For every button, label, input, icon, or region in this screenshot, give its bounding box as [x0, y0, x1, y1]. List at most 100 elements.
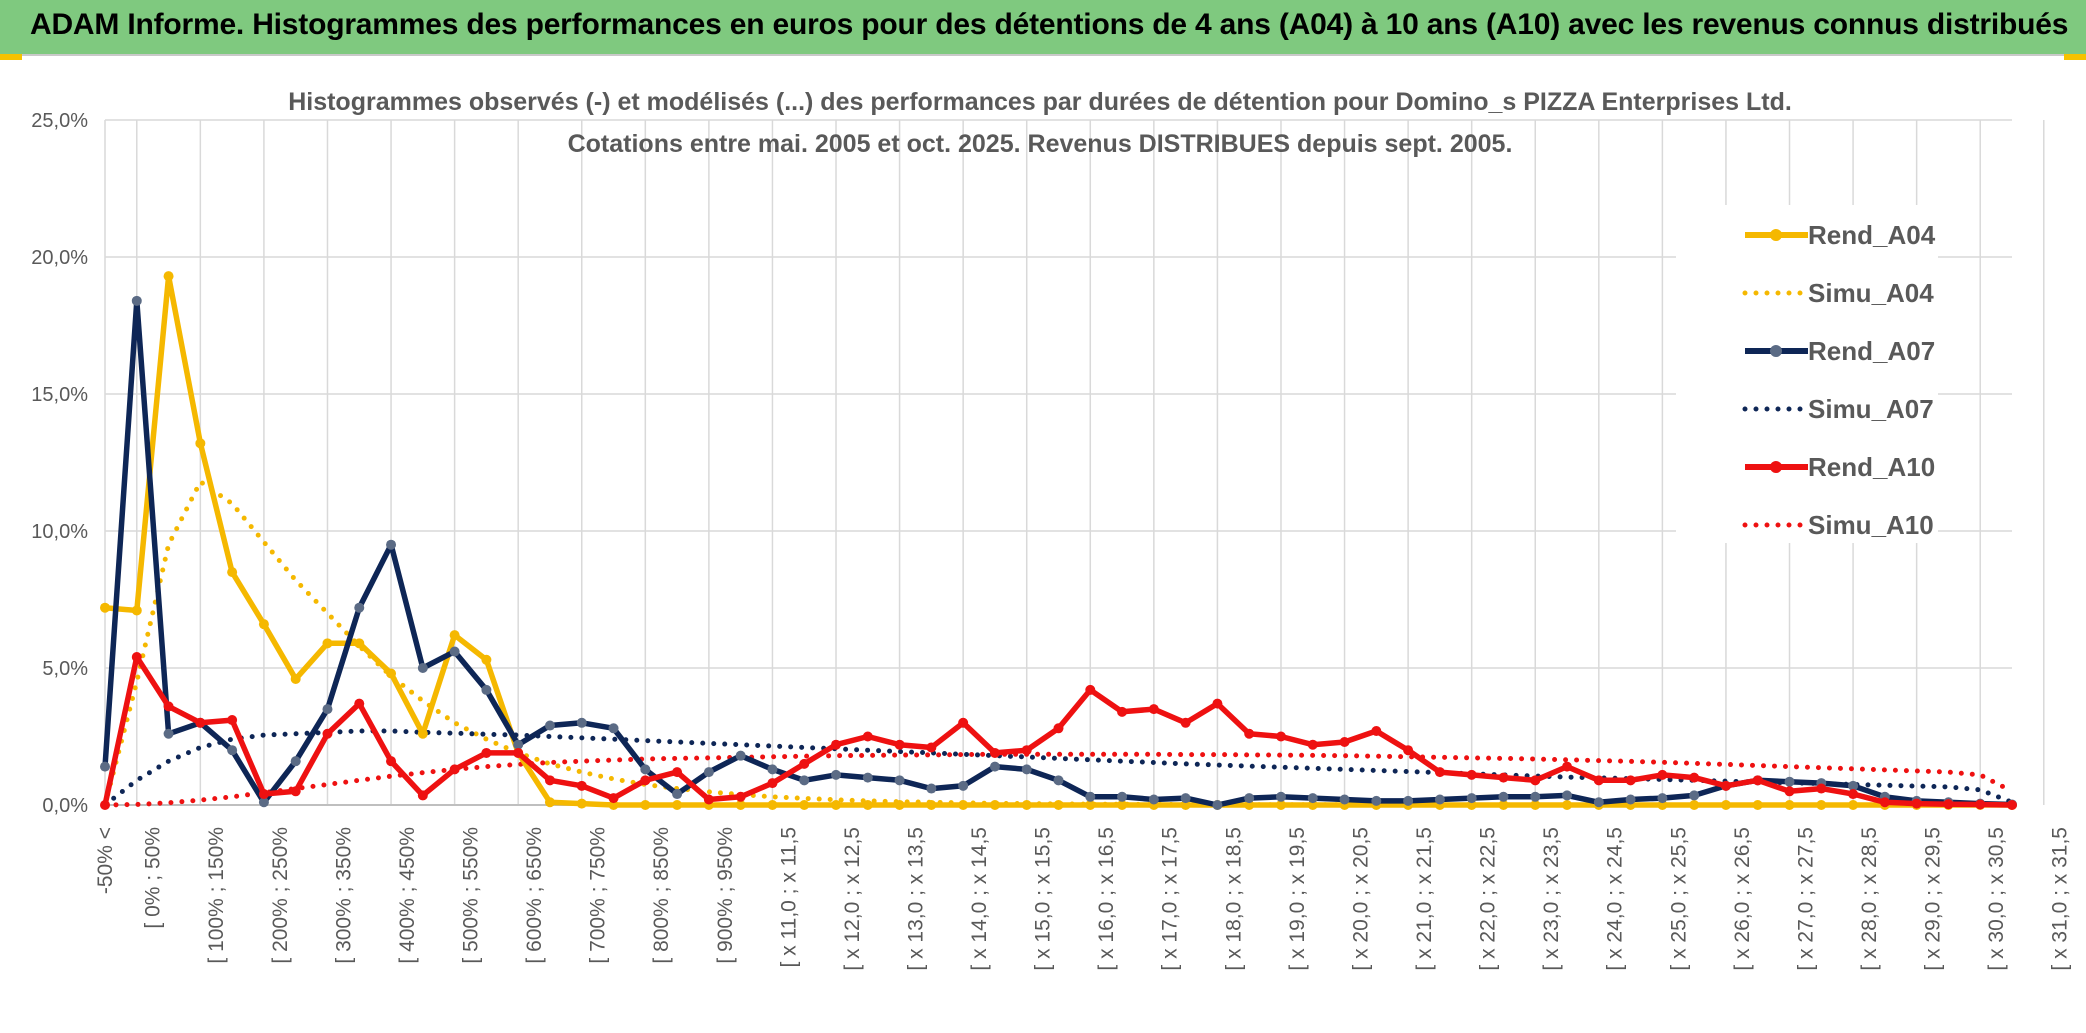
- data-point-rend_a10: [1816, 783, 1827, 794]
- data-point-rend_a10: [290, 786, 301, 797]
- data-point-rend_a07: [1148, 794, 1159, 805]
- x-tick-label: [ x 24,0 ; x 24,5: [1604, 827, 1627, 971]
- x-tick-label: [ 600% ; 650%: [523, 827, 546, 964]
- data-point-rend_a07: [513, 739, 524, 750]
- data-point-rend_a04: [1085, 800, 1096, 810]
- data-point-rend_a07: [386, 539, 397, 550]
- data-point-rend_a07: [1371, 795, 1382, 806]
- x-tick-label: [ 500% ; 550%: [460, 827, 483, 964]
- data-point-rend_a04: [1180, 800, 1191, 810]
- data-point-rend_a04: [926, 800, 937, 810]
- data-point-rend_a10: [1848, 789, 1859, 800]
- legend-label-rend_a04: Rend_A04: [1808, 220, 1936, 250]
- legend-marker-rend_a07: [1770, 345, 1782, 357]
- y-tick-label: 10,0%: [31, 521, 88, 543]
- data-point-rend_a04: [1021, 800, 1032, 810]
- data-point-rend_a10: [1975, 799, 1986, 810]
- data-point-rend_a10: [1371, 726, 1382, 737]
- data-point-rend_a07: [322, 704, 333, 715]
- x-tick-label: [ x 14,0 ; x 14,5: [968, 827, 991, 971]
- data-point-rend_a10: [1530, 775, 1541, 786]
- data-point-rend_a10: [417, 790, 428, 801]
- data-point-rend_a04: [831, 800, 842, 810]
- data-point-rend_a10: [1085, 684, 1096, 695]
- data-point-rend_a04: [544, 797, 555, 808]
- data-point-rend_a10: [703, 794, 714, 805]
- legend-marker-rend_a04: [1770, 229, 1782, 241]
- x-tick-label: [ x 29,0 ; x 29,5: [1922, 827, 1945, 971]
- data-point-rend_a07: [481, 684, 492, 695]
- data-point-rend_a04: [258, 619, 269, 630]
- data-point-rend_a10: [227, 715, 238, 726]
- data-point-rend_a10: [1307, 739, 1318, 750]
- x-tick-label: [ x 25,0 ; x 25,5: [1667, 827, 1690, 971]
- data-point-rend_a10: [989, 747, 1000, 758]
- x-tick-label: [ x 19,0 ; x 19,5: [1286, 827, 1309, 971]
- x-tick-label: [ x 18,0 ; x 18,5: [1222, 827, 1245, 971]
- data-point-rend_a10: [1498, 772, 1509, 783]
- data-point-rend_a10: [926, 742, 937, 753]
- data-point-rend_a10: [449, 764, 460, 775]
- data-point-rend_a07: [1053, 775, 1064, 786]
- data-point-rend_a07: [449, 646, 460, 657]
- data-point-rend_a04: [1784, 800, 1795, 810]
- data-point-rend_a10: [1180, 717, 1191, 728]
- data-point-rend_a10: [481, 747, 492, 758]
- corner-mark-left: [0, 54, 22, 60]
- data-point-rend_a04: [1053, 800, 1064, 810]
- y-axis-ticks: 0,0% 5,0% 10,0% 15,0% 20,0% 25,0%: [31, 110, 88, 817]
- data-point-rend_a07: [1466, 793, 1477, 804]
- data-point-rend_a10: [1689, 772, 1700, 783]
- data-point-rend_a10: [1784, 786, 1795, 797]
- data-point-rend_a10: [322, 728, 333, 739]
- legend-label-simu_a04: Simu_A04: [1808, 278, 1934, 308]
- data-point-rend_a04: [894, 800, 905, 810]
- data-point-rend_a10: [544, 775, 555, 786]
- data-point-rend_a10: [1339, 736, 1350, 747]
- x-tick-label: [ x 22,0 ; x 22,5: [1477, 827, 1500, 971]
- data-point-rend_a07: [1275, 791, 1286, 802]
- x-tick-label: [ x 16,0 ; x 16,5: [1095, 827, 1118, 971]
- x-tick-label: [ x 12,0 ; x 12,5: [841, 827, 864, 971]
- data-point-rend_a07: [354, 602, 365, 613]
- data-point-rend_a04: [100, 602, 110, 613]
- data-point-rend_a07: [1562, 790, 1573, 801]
- data-point-rend_a04: [322, 638, 333, 649]
- x-tick-label: [ x 17,0 ; x 17,5: [1159, 827, 1182, 971]
- data-point-rend_a04: [1117, 800, 1128, 810]
- data-point-rend_a10: [799, 758, 810, 769]
- report-header: ADAM Informe. Histogrammes des performan…: [0, 0, 2086, 56]
- data-point-rend_a04: [958, 800, 969, 810]
- data-point-rend_a07: [958, 780, 969, 791]
- legend-label-simu_a10: Simu_A10: [1808, 510, 1934, 540]
- data-point-rend_a04: [767, 800, 778, 810]
- data-point-rend_a04: [417, 728, 428, 739]
- data-point-rend_a10: [1117, 706, 1128, 717]
- x-tick-label: [ 700% ; 750%: [587, 827, 610, 964]
- data-point-rend_a10: [576, 780, 587, 791]
- data-point-rend_a07: [989, 761, 1000, 772]
- grid: [104, 119, 2045, 806]
- data-point-rend_a10: [1720, 780, 1731, 791]
- data-point-rend_a10: [608, 793, 619, 804]
- data-point-rend_a07: [1180, 793, 1191, 804]
- data-point-rend_a07: [894, 775, 905, 786]
- x-tick-label: [ x 11,0 ; x 11,5: [777, 827, 800, 967]
- data-point-rend_a10: [640, 775, 651, 786]
- data-point-rend_a07: [1339, 794, 1350, 805]
- x-tick-label: [ 200% ; 250%: [269, 827, 292, 964]
- data-point-rend_a07: [163, 728, 174, 739]
- legend-label-rend_a10: Rend_A10: [1808, 452, 1935, 482]
- data-point-rend_a04: [1752, 800, 1763, 810]
- data-point-rend_a04: [1848, 800, 1859, 810]
- data-point-rend_a10: [1148, 704, 1159, 715]
- x-tick-label: [ 100% ; 150%: [205, 827, 228, 964]
- data-point-rend_a07: [1434, 794, 1445, 805]
- data-point-rend_a10: [1466, 769, 1477, 780]
- data-point-rend_a07: [1021, 764, 1032, 775]
- data-point-rend_a04: [1307, 800, 1318, 810]
- data-point-rend_a10: [735, 791, 746, 802]
- x-tick-label: [ x 21,0 ; x 21,5: [1413, 827, 1436, 971]
